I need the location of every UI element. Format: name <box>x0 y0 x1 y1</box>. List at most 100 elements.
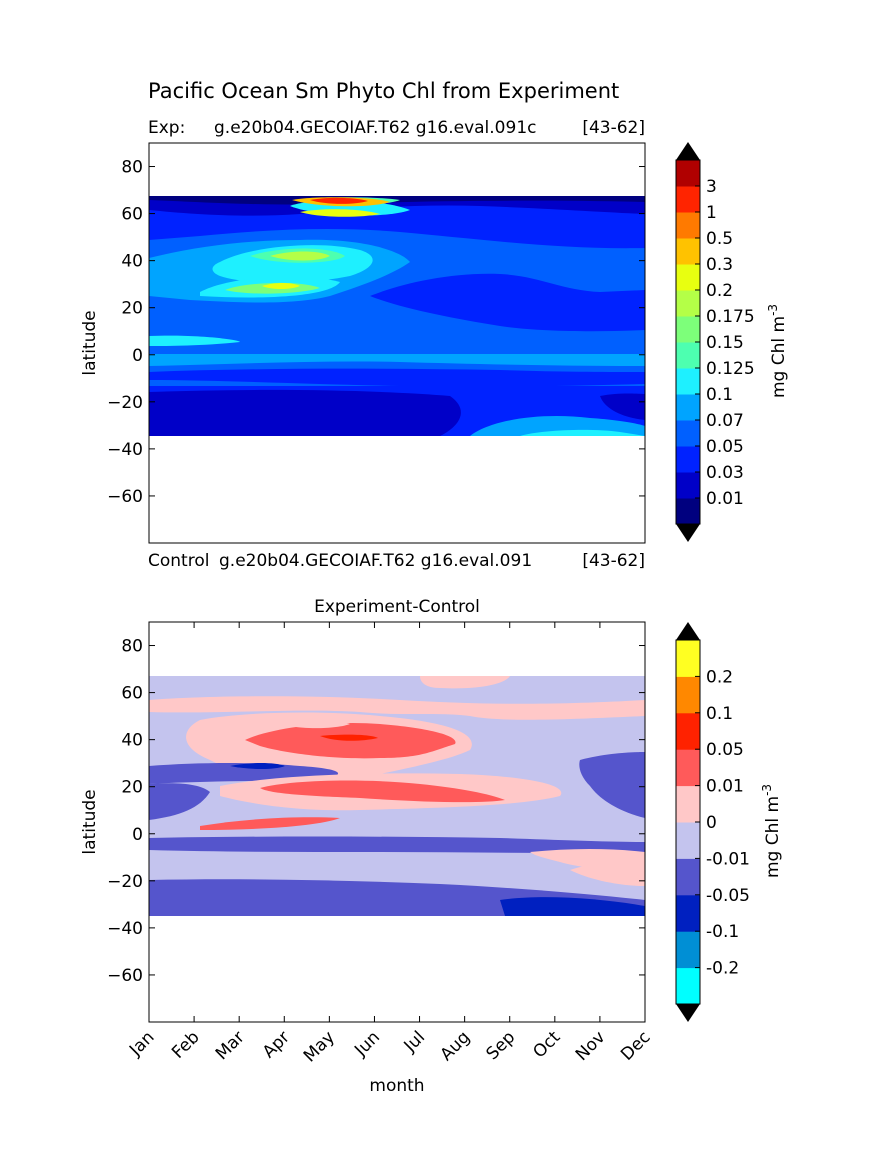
colorbar-swatch <box>676 368 700 395</box>
contour-gyre-003 <box>370 273 645 332</box>
x-tick-label: Jul <box>400 1027 429 1056</box>
x-tick-label: Feb <box>168 1027 203 1062</box>
colorbar-swatch <box>676 420 700 447</box>
colorbar-tick-label: 0.07 <box>706 411 744 431</box>
x-tick-label: Oct <box>529 1027 564 1062</box>
svg-text:mg Chl m-3: mg Chl m-3 <box>760 784 783 878</box>
x-tick-label: Jan <box>125 1027 158 1060</box>
y-axis-label: latitude <box>80 789 100 854</box>
contour-trop-01 <box>149 335 240 346</box>
contour-diff-top-001 <box>420 676 510 689</box>
colorbar-swatch <box>676 785 700 823</box>
contour-diff-hole <box>290 721 350 729</box>
colorbar-tick-label: 0.03 <box>706 463 744 483</box>
colorbar-swatch <box>676 238 700 265</box>
contour-south-003 <box>149 368 645 387</box>
x-tick-label: Aug <box>437 1027 475 1065</box>
colorbar-swatch <box>676 186 700 213</box>
contour-diff-eq-005 <box>149 836 645 853</box>
colorbar-tick-label: 0 <box>706 813 717 833</box>
y-tick-label: 60 <box>121 205 143 225</box>
y-tick-label: 40 <box>121 731 143 751</box>
colorbar-swatch <box>676 749 700 787</box>
colorbar-tick-label: 0.175 <box>706 307 755 327</box>
colorbar-tick-label: 0.1 <box>706 385 733 405</box>
x-tick-label: Mar <box>212 1027 249 1064</box>
colorbar-swatch <box>676 160 700 187</box>
colorbar-swatch <box>676 498 700 525</box>
colorbar-swatch <box>676 264 700 291</box>
y-axis-label: latitude <box>80 310 100 375</box>
experiment-colorbar: 0.01 0.03 0.05 0.07 0.1 0.125 0.15 0.175 0.2 0.3 0… <box>675 142 755 542</box>
x-tick-label: Jun <box>350 1027 384 1061</box>
y-tick-label: −40 <box>107 919 143 939</box>
colorbar-tick-label: 0.1 <box>706 704 733 724</box>
contour-sub-02 <box>262 283 300 289</box>
y-tick-label: 80 <box>121 637 143 657</box>
y-tick-label: 40 <box>121 252 143 272</box>
contour-diff-01 <box>320 734 378 741</box>
contour-southeast-001 <box>600 393 645 420</box>
contour-southeast-01 <box>520 429 645 436</box>
colorbar-tick-label: 1 <box>706 203 717 223</box>
y-tick-label: 80 <box>121 158 143 178</box>
colorbar-swatch <box>676 712 700 750</box>
x-tick-label: Apr <box>259 1027 294 1062</box>
colorbar-tick-label: 0.125 <box>706 359 755 379</box>
colorbar-tick-label: 0.2 <box>706 281 733 301</box>
x-tick-label: Nov <box>572 1027 610 1065</box>
colorbar-tick-label: 0.5 <box>706 229 733 249</box>
colorbar-tick-label: -0.1 <box>706 922 739 942</box>
colorbar-swatch <box>676 316 700 343</box>
colorbar-tick-label: 0.05 <box>706 437 744 457</box>
experiment-plot: 80 60 40 20 0 −20 −40 −60 latitude <box>80 142 646 544</box>
experiment-axes: 80 60 40 20 0 −20 −40 −60 <box>107 158 645 507</box>
colorbar-swatch <box>676 394 700 421</box>
y-tick-label: −40 <box>107 440 143 460</box>
exp-name: g.e20b04.GECOIAF.T62 g16.eval.091c <box>214 118 536 138</box>
y-tick-label: 60 <box>121 684 143 704</box>
colorbar-tick-label: 0.15 <box>706 333 744 353</box>
control-name: g.e20b04.GECOIAF.T62 g16.eval.091 <box>219 551 532 571</box>
colorbar-swatch <box>676 931 700 969</box>
control-label: Control <box>148 551 209 571</box>
svg-text:mg Chl m-3: mg Chl m-3 <box>766 304 789 398</box>
colorbar-label-text: mg Chl m <box>763 796 783 878</box>
x-tick-label: Dec <box>617 1027 654 1064</box>
contour-diff-southeast-001 <box>570 860 645 886</box>
colorbar-tick-label: -0.05 <box>706 886 750 906</box>
colorbar-label-text: mg Chl m <box>769 316 789 398</box>
colorbar-swatch <box>676 894 700 932</box>
contour-diff-north-001 <box>149 696 645 720</box>
contour-southern-001 <box>149 389 461 436</box>
plot-frame <box>148 621 646 1023</box>
y-tick-label: 0 <box>132 825 143 845</box>
contour-diff-south-01 <box>500 897 645 916</box>
x-tick-label: Sep <box>482 1027 519 1064</box>
plot-frame <box>148 142 646 544</box>
y-tick-label: 20 <box>121 778 143 798</box>
x-axis-label: month <box>369 1076 424 1096</box>
y-tick-label: 0 <box>132 346 143 366</box>
colorbar-swatch <box>676 858 700 896</box>
colorbar-extend-min <box>676 1004 700 1022</box>
colorbar-swatch <box>676 446 700 473</box>
difference-contours <box>149 676 645 916</box>
colorbar-swatch <box>676 472 700 499</box>
y-tick-label: −20 <box>107 393 143 413</box>
y-tick-label: −60 <box>107 487 143 507</box>
colorbar-swatch <box>676 967 700 1005</box>
contour-eq-007 <box>149 354 645 366</box>
colorbar-swatch <box>676 212 700 239</box>
colorbar-swatch <box>676 822 700 859</box>
colorbar-swatch <box>676 676 700 714</box>
y-tick-label: −60 <box>107 966 143 986</box>
colorbar-extend-max <box>676 622 700 640</box>
colorbar-swatch <box>676 290 700 317</box>
contour-diff-west-005 <box>149 783 210 820</box>
colorbar-tick-label: 0.05 <box>706 740 744 760</box>
y-tick-label: 20 <box>121 299 143 319</box>
colorbar-label-exponent: -3 <box>760 784 774 796</box>
x-tick-label: May <box>300 1027 339 1066</box>
